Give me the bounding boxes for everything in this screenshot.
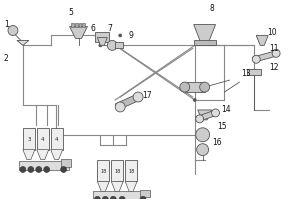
Circle shape	[61, 167, 67, 172]
Polygon shape	[17, 40, 29, 45]
Bar	[95, 32, 109, 42]
Circle shape	[28, 167, 34, 172]
Text: 18: 18	[114, 169, 120, 174]
Polygon shape	[37, 150, 49, 160]
Polygon shape	[125, 181, 137, 191]
Text: 13: 13	[242, 69, 251, 78]
Circle shape	[252, 55, 260, 63]
Bar	[74, 23, 77, 27]
Circle shape	[197, 144, 208, 156]
Bar	[37, 128, 49, 150]
Text: 5: 5	[69, 8, 74, 17]
Text: 17: 17	[142, 91, 152, 100]
Circle shape	[99, 44, 102, 47]
Bar	[140, 190, 150, 197]
Text: 18: 18	[100, 169, 106, 174]
Circle shape	[94, 196, 100, 200]
Text: 6: 6	[90, 24, 95, 33]
Polygon shape	[198, 110, 212, 120]
Bar	[115, 42, 123, 48]
Circle shape	[110, 196, 116, 200]
Circle shape	[196, 115, 204, 123]
Circle shape	[196, 128, 210, 142]
Polygon shape	[111, 181, 123, 191]
Polygon shape	[98, 181, 109, 191]
Circle shape	[212, 109, 220, 117]
Text: 16: 16	[213, 138, 222, 147]
Text: 14: 14	[221, 105, 231, 114]
Text: 4: 4	[55, 137, 58, 142]
Circle shape	[20, 167, 26, 172]
Text: 12: 12	[269, 63, 279, 72]
Bar	[79, 23, 82, 27]
Bar	[125, 160, 137, 181]
Circle shape	[200, 82, 210, 92]
Text: 10: 10	[267, 28, 277, 37]
Text: 2: 2	[3, 54, 8, 63]
Bar	[51, 128, 63, 150]
Text: 4: 4	[41, 137, 44, 142]
Bar	[98, 160, 109, 181]
Polygon shape	[23, 150, 35, 160]
Bar	[111, 160, 123, 181]
Bar	[82, 23, 85, 27]
Text: 9: 9	[128, 31, 133, 40]
Circle shape	[272, 49, 280, 57]
Bar	[93, 191, 145, 199]
Polygon shape	[252, 50, 279, 62]
Polygon shape	[70, 27, 87, 38]
Circle shape	[193, 99, 196, 101]
Circle shape	[140, 196, 146, 200]
Text: 1: 1	[4, 20, 9, 29]
Bar	[70, 23, 74, 27]
Circle shape	[36, 167, 42, 172]
Bar	[247, 69, 261, 75]
Circle shape	[133, 92, 143, 102]
Bar	[23, 128, 35, 150]
Polygon shape	[51, 150, 63, 160]
Text: 3: 3	[27, 137, 31, 142]
Circle shape	[119, 196, 125, 200]
Text: 7: 7	[107, 24, 112, 33]
Polygon shape	[196, 110, 217, 122]
Circle shape	[180, 82, 190, 92]
Bar	[19, 161, 69, 170]
Polygon shape	[98, 37, 107, 45]
Text: 15: 15	[218, 122, 227, 131]
Bar	[185, 82, 205, 92]
Circle shape	[115, 102, 125, 112]
Polygon shape	[194, 25, 215, 42]
Circle shape	[99, 34, 102, 37]
Polygon shape	[256, 35, 268, 45]
Circle shape	[44, 167, 50, 172]
Bar	[61, 159, 70, 167]
Circle shape	[102, 196, 108, 200]
Text: 11: 11	[269, 44, 279, 53]
Circle shape	[107, 40, 117, 50]
Circle shape	[8, 26, 18, 35]
Text: 8: 8	[210, 4, 214, 13]
Text: 18: 18	[128, 169, 134, 174]
Circle shape	[119, 34, 122, 37]
Polygon shape	[115, 94, 140, 110]
Bar	[194, 40, 215, 45]
